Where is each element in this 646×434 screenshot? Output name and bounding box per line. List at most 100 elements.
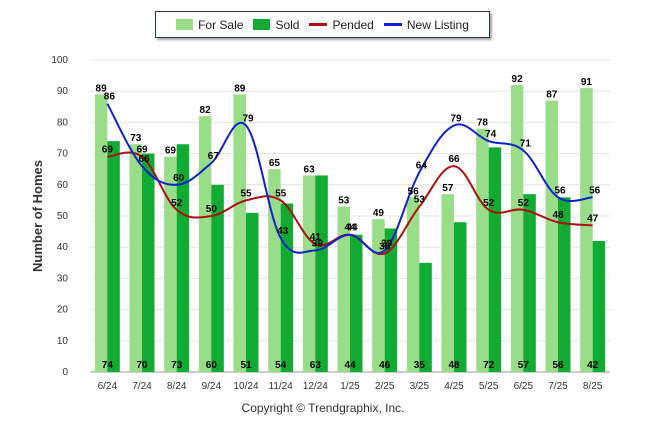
legend-swatch	[383, 23, 402, 26]
x-tick-label: 6/25	[514, 381, 534, 392]
label-sold: 57	[518, 360, 530, 371]
label-pended: 55	[240, 188, 252, 199]
bar-sold	[454, 222, 467, 372]
label-pended: 38	[379, 241, 391, 252]
line-new-listing	[106, 103, 593, 254]
bar-for-sale	[302, 175, 316, 372]
label-pended: 47	[587, 213, 599, 224]
label-for-sale: 49	[373, 208, 385, 219]
x-tick-label: 3/25	[410, 381, 430, 392]
label-pended: 69	[136, 145, 148, 156]
label-new-listing: 79	[450, 114, 462, 125]
label-new-listing: 56	[554, 185, 566, 196]
y-tick-label: 80	[57, 117, 69, 128]
copyright-footer: Copyright © Trendgraphix, Inc.	[241, 401, 405, 415]
label-sold: 74	[102, 360, 114, 371]
label-pended: 55	[275, 188, 287, 199]
label-sold: 70	[136, 360, 148, 371]
label-for-sale: 53	[338, 196, 350, 207]
x-tick-label: 5/25	[479, 381, 499, 392]
bar-sold	[558, 197, 571, 372]
label-sold: 63	[310, 360, 322, 371]
label-sold: 60	[206, 360, 218, 371]
legend-swatch	[309, 23, 328, 26]
legend-item-new-listing[interactable]: New Listing	[383, 17, 469, 32]
label-new-listing: 60	[173, 173, 185, 184]
label-pended: 41	[310, 232, 322, 243]
x-tick-label: 9/24	[202, 381, 222, 392]
legend-swatch	[253, 19, 271, 30]
label-sold: 73	[171, 360, 183, 371]
x-tick-label: 12/24	[303, 381, 328, 392]
legend: For Sale Sold Pended New Listing	[155, 11, 490, 38]
y-tick-label: 70	[57, 149, 69, 160]
label-sold: 48	[448, 360, 460, 371]
bar-sold	[315, 175, 328, 372]
legend-item-sold[interactable]: Sold	[253, 18, 299, 32]
x-tick-label: 1/25	[340, 381, 360, 392]
bar-sold	[384, 228, 398, 372]
x-tick-label: 8/25	[583, 381, 603, 392]
label-for-sale: 82	[200, 105, 212, 116]
label-new-listing: 71	[520, 138, 532, 149]
bar-sold	[592, 240, 606, 372]
label-for-sale: 69	[165, 146, 177, 157]
label-for-sale: 56	[408, 186, 420, 197]
label-sold: 51	[240, 360, 252, 371]
x-tick-label: 4/25	[444, 381, 464, 392]
label-pended: 50	[206, 204, 218, 215]
bar-sold	[176, 144, 190, 372]
bar-for-sale	[476, 128, 489, 372]
label-new-listing: 64	[416, 160, 428, 171]
label-new-listing: 86	[104, 92, 116, 103]
bar-for-sale	[580, 88, 593, 372]
x-tick-label: 7/25	[548, 381, 568, 392]
bar-sold	[246, 212, 259, 372]
bar-sold	[419, 262, 432, 372]
label-pended: 53	[414, 195, 426, 206]
label-for-sale: 89	[96, 83, 108, 94]
legend-item-pended[interactable]: Pended	[309, 17, 374, 32]
label-new-listing: 74	[485, 129, 497, 140]
legend-item-for-sale[interactable]: For Sale	[176, 18, 243, 32]
label-for-sale: 78	[477, 118, 489, 129]
label-for-sale: 65	[269, 158, 281, 169]
legend-label: New Listing	[406, 17, 469, 32]
y-tick-label: 50	[57, 211, 69, 222]
y-axis-title: Number of Homes	[30, 160, 45, 272]
label-for-sale: 91	[581, 77, 593, 88]
bar-for-sale	[198, 116, 212, 372]
label-for-sale: 63	[304, 164, 316, 175]
bar-for-sale	[372, 219, 385, 372]
y-tick-label: 30	[57, 273, 69, 284]
bar-for-sale	[268, 169, 281, 372]
label-for-sale: 89	[234, 83, 246, 94]
bar-for-sale	[164, 156, 177, 372]
bar-sold	[350, 234, 363, 372]
legend-label: Pended	[332, 17, 374, 32]
x-tick-label: 2/25	[375, 381, 395, 392]
label-sold: 72	[483, 360, 495, 371]
y-tick-label: 60	[57, 180, 69, 191]
x-tick-label: 8/24	[167, 381, 187, 392]
bar-for-sale	[94, 94, 108, 372]
bar-sold	[211, 184, 224, 372]
bar-for-sale	[129, 144, 142, 372]
bar-sold	[488, 147, 502, 372]
label-sold: 54	[275, 360, 287, 371]
y-tick-label: 40	[57, 242, 69, 253]
x-tick-label: 6/24	[98, 381, 118, 392]
bar-for-sale	[510, 84, 524, 373]
label-sold: 35	[414, 360, 426, 371]
y-tick-label: 90	[57, 86, 69, 97]
label-pended: 48	[552, 210, 564, 221]
bar-sold	[280, 203, 294, 372]
label-pended: 44	[344, 223, 356, 234]
label-pended: 66	[448, 154, 460, 165]
label-pended: 69	[102, 145, 114, 156]
bar-for-sale	[441, 194, 454, 372]
x-tick-label: 10/24	[233, 381, 258, 392]
label-new-listing: 56	[589, 185, 601, 196]
label-sold: 56	[552, 360, 564, 371]
